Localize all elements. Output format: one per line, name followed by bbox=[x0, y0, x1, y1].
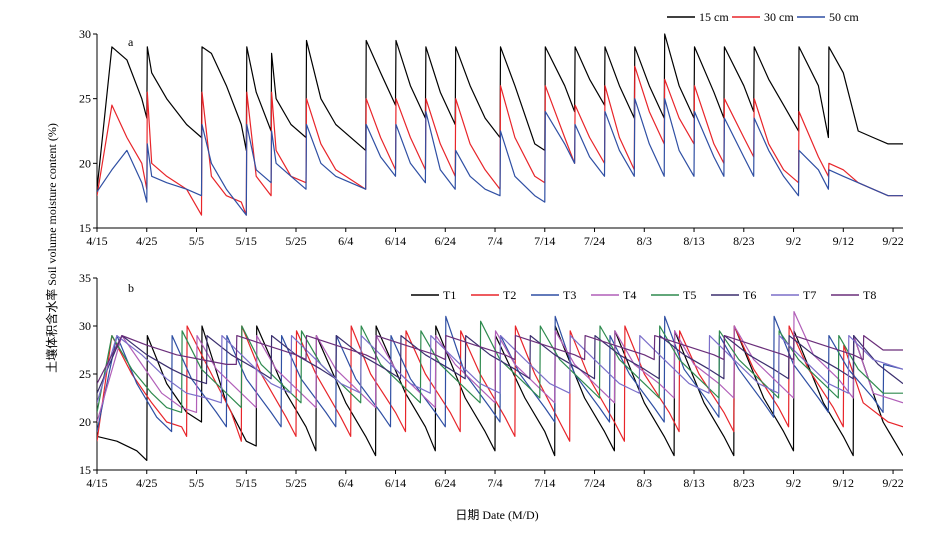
panel-a: 15 20 25 30 4/15 4/25 5/5 5/15 5/25 6/4 6/14 6/24 7/… bbox=[79, 10, 904, 248]
legend-label: 50 cm bbox=[829, 10, 859, 24]
x-tick-label: 7/24 bbox=[584, 234, 605, 248]
x-tick-label: 8/3 bbox=[637, 476, 652, 490]
x-tick-label: 6/14 bbox=[385, 234, 406, 248]
legend-label: T3 bbox=[563, 288, 576, 302]
series-line-T5 bbox=[97, 320, 903, 413]
x-tick-label: 8/23 bbox=[733, 234, 754, 248]
x-tick-label: 5/15 bbox=[236, 234, 257, 248]
x-tick-label: 6/4 bbox=[338, 234, 353, 248]
x-tick-label: 6/24 bbox=[435, 476, 456, 490]
y-tick-label: 15 bbox=[79, 463, 91, 477]
x-axis-label: 日期 Date (M/D) bbox=[455, 508, 538, 522]
x-tick-label: 7/14 bbox=[534, 476, 555, 490]
series-line-T8 bbox=[97, 335, 903, 384]
x-tick-label: 5/25 bbox=[285, 234, 306, 248]
x-tick-label: 8/3 bbox=[637, 234, 652, 248]
legend-label: T1 bbox=[443, 288, 456, 302]
x-tick-label: 9/12 bbox=[833, 234, 854, 248]
x-tick-label: 5/25 bbox=[285, 476, 306, 490]
series-line-T4 bbox=[97, 311, 903, 423]
x-tick-label: 7/24 bbox=[584, 476, 605, 490]
x-tick-label: 8/23 bbox=[733, 476, 754, 490]
x-tick-label: 6/14 bbox=[385, 476, 406, 490]
x-tick-label: 9/22 bbox=[882, 234, 903, 248]
x-tick-label: 5/15 bbox=[236, 476, 257, 490]
x-tick-label: 4/15 bbox=[86, 476, 107, 490]
y-tick-label: 25 bbox=[79, 92, 91, 106]
x-tick-label: 7/14 bbox=[534, 234, 555, 248]
y-axis-label: 土壤体积含水率 Soil volume moisture content (%) bbox=[44, 123, 59, 373]
y-tick-label: 15 bbox=[79, 221, 91, 235]
panel-label: b bbox=[128, 281, 134, 295]
panel-label: a bbox=[128, 35, 134, 49]
x-tick-label: 9/2 bbox=[786, 476, 801, 490]
x-tick-label: 8/13 bbox=[683, 234, 704, 248]
x-tick-label: 5/5 bbox=[189, 234, 204, 248]
x-tick-label: 4/15 bbox=[86, 234, 107, 248]
x-tick-label: 7/4 bbox=[487, 234, 502, 248]
legend-label: 30 cm bbox=[764, 10, 794, 24]
x-tick-label: 8/13 bbox=[683, 476, 704, 490]
x-tick-label: 4/25 bbox=[136, 476, 157, 490]
x-tick-label: 5/5 bbox=[189, 476, 204, 490]
x-tick-label: 7/4 bbox=[487, 476, 502, 490]
legend-label: T4 bbox=[623, 288, 636, 302]
y-tick-label: 30 bbox=[79, 27, 91, 41]
y-tick-label: 35 bbox=[79, 271, 91, 285]
legend-label: T8 bbox=[863, 288, 876, 302]
y-tick-label: 20 bbox=[79, 415, 91, 429]
x-tick-label: 4/25 bbox=[136, 234, 157, 248]
legend-label: T2 bbox=[503, 288, 516, 302]
legend-label: T6 bbox=[743, 288, 756, 302]
panel-b: 15 20 25 30 35 4/15 4/25 5/5 5/15 5/25 6/4 6/14 6/24… bbox=[79, 271, 904, 490]
x-tick-label: 6/24 bbox=[435, 234, 456, 248]
legend-label: T7 bbox=[803, 288, 816, 302]
x-tick-label: 9/12 bbox=[833, 476, 854, 490]
x-tick-label: 9/22 bbox=[882, 476, 903, 490]
x-tick-label: 6/4 bbox=[338, 476, 353, 490]
series-line-T7 bbox=[97, 335, 903, 404]
legend-label: T5 bbox=[683, 288, 696, 302]
y-tick-label: 25 bbox=[79, 367, 91, 381]
x-tick-label: 9/2 bbox=[786, 234, 801, 248]
legend-label: 15 cm bbox=[699, 10, 729, 24]
series-line-50-cm bbox=[97, 98, 903, 216]
y-tick-label: 20 bbox=[79, 156, 91, 170]
y-tick-label: 30 bbox=[79, 319, 91, 333]
